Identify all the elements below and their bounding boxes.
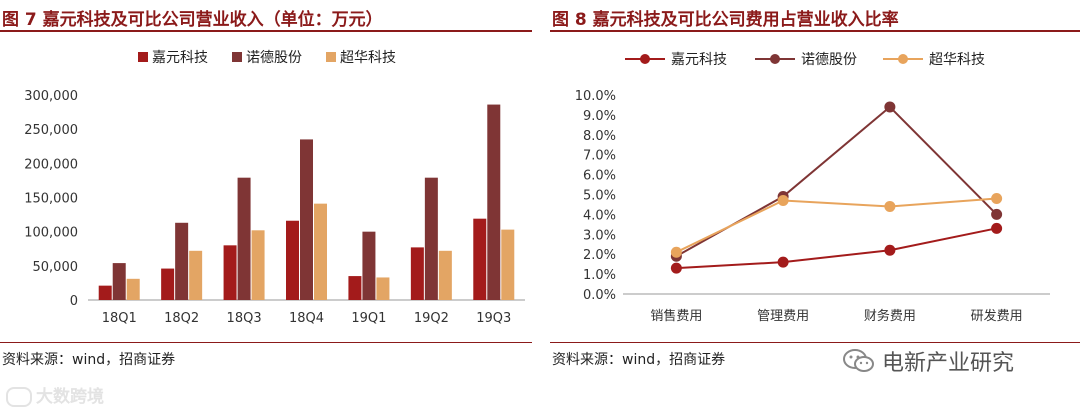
x-tick-label: 18Q2: [164, 311, 199, 326]
bar-嘉元科技-18Q3: [223, 245, 237, 300]
figure-7-bottom-rule: [0, 342, 532, 343]
legend-swatch-嘉元科技: [138, 52, 148, 62]
y-tick-label: 4.0%: [583, 208, 616, 223]
watermark-left-text: 大数跨境: [36, 387, 104, 407]
y-tick-label: 5.0%: [583, 189, 616, 204]
y-tick-label: 150,000: [24, 192, 78, 207]
y-tick-label: 10.0%: [575, 89, 616, 104]
legend-swatch-超华科技: [326, 52, 336, 62]
y-tick-label: 2.0%: [583, 248, 616, 263]
y-tick-label: 0: [70, 294, 78, 309]
point-嘉元科技-财务费用: [884, 244, 896, 256]
bar-超华科技-19Q3: [501, 229, 515, 300]
x-tick-label: 销售费用: [650, 308, 702, 324]
y-tick-label: 300,000: [24, 89, 78, 104]
bar-诺德股份-19Q3: [487, 104, 501, 300]
figure-7-title: 图 7 嘉元科技及可比公司营业收入（单位：万元）: [2, 10, 383, 30]
x-tick-label: 19Q1: [351, 311, 386, 326]
figure-8-top-rule: [550, 30, 1080, 32]
bar-诺德股份-18Q2: [175, 222, 189, 300]
y-tick-label: 250,000: [24, 123, 78, 138]
figure-7-source: 资料来源：wind，招商证券: [2, 352, 176, 368]
legend-label-嘉元科技: 嘉元科技: [152, 50, 208, 66]
legend-label-超华科技: 超华科技: [929, 52, 985, 68]
x-tick-label: 财务费用: [864, 308, 916, 324]
bar-诺德股份-19Q2: [424, 177, 438, 300]
legend-marker-超华科技: [898, 54, 908, 64]
bar-超华科技-18Q3: [251, 230, 265, 300]
x-tick-label: 18Q1: [102, 311, 137, 326]
bar-超华科技-19Q2: [438, 250, 452, 300]
bar-诺德股份-18Q1: [112, 263, 126, 300]
y-tick-label: 50,000: [33, 260, 79, 275]
wechat-icon: [843, 349, 874, 372]
point-嘉元科技-管理费用: [777, 256, 789, 268]
legend-marker-诺德股份: [770, 54, 780, 64]
x-tick-label: 19Q3: [476, 311, 511, 326]
legend-label-诺德股份: 诺德股份: [801, 52, 857, 68]
bar-诺德股份-18Q4: [300, 139, 313, 300]
point-诺德股份-财务费用: [884, 101, 896, 113]
series-line-嘉元科技: [676, 227, 997, 270]
legend-label-超华科技: 超华科技: [340, 50, 396, 66]
figure-8-source: 资料来源：wind，招商证券: [552, 352, 726, 368]
figure-8-title: 图 8 嘉元科技及可比公司费用占营业收入比率: [552, 10, 899, 30]
legend-swatch-诺德股份: [232, 52, 242, 62]
y-tick-label: 200,000: [24, 157, 78, 172]
y-tick-label: 100,000: [24, 226, 78, 241]
y-tick-label: 3.0%: [583, 228, 616, 243]
watermark-right: 电新产业研究: [842, 345, 1014, 377]
legend-label-诺德股份: 诺德股份: [246, 50, 302, 66]
figure-8-bottom-rule: [550, 342, 1080, 343]
bar-超华科技-19Q1: [376, 277, 390, 300]
point-超华科技-管理费用: [777, 194, 789, 206]
legend-marker-嘉元科技: [640, 54, 650, 64]
y-tick-label: 9.0%: [583, 109, 616, 124]
bar-嘉元科技-19Q3: [473, 218, 487, 300]
point-超华科技-财务费用: [884, 200, 896, 212]
point-超华科技-研发费用: [991, 192, 1003, 204]
y-tick-label: 0.0%: [583, 288, 616, 303]
watermark-left: 大数跨境: [6, 382, 104, 407]
bar-超华科技-18Q4: [314, 203, 327, 300]
point-超华科技-销售费用: [670, 246, 682, 258]
x-tick-label: 18Q4: [289, 311, 324, 326]
expense-ratio-line-chart: 嘉元科技 诺德股份 超华科技 0.0% 1.0% 2.0% 3.0% 4.0% 5.0% 6.0%…: [575, 52, 1050, 324]
series-line-超华科技: [675, 197, 997, 254]
point-嘉元科技-销售费用: [670, 262, 682, 274]
watermark-right-text: 电新产业研究: [882, 351, 1015, 376]
figure-7-top-rule: [0, 30, 532, 32]
revenue-bar-chart: 嘉元科技 诺德股份 超华科技 0 50,000 100,000 150,000 200,000…: [24, 50, 525, 326]
x-tick-label: 管理费用: [757, 309, 809, 324]
y-tick-label: 1.0%: [583, 268, 616, 283]
bar-嘉元科技-19Q2: [410, 247, 424, 300]
watermark-logo-icon: [6, 387, 32, 407]
bar-超华科技-18Q2: [189, 250, 203, 300]
x-tick-label: 19Q2: [414, 311, 449, 326]
series-line-诺德股份: [675, 105, 998, 258]
figure-8-panel: 图 8 嘉元科技及可比公司费用占营业收入比率 嘉元科技 诺德股份 超华科技 0.0% 1…: [550, 0, 1080, 412]
bar-诺德股份-19Q1: [362, 231, 376, 300]
bar-嘉元科技-19Q1: [348, 276, 362, 300]
point-诺德股份-研发费用: [991, 208, 1003, 220]
figure-7-panel: 图 7 嘉元科技及可比公司营业收入（单位：万元） 嘉元科技 诺德股份 超华科技 0 50…: [0, 0, 532, 412]
x-tick-label: 研发费用: [971, 308, 1023, 324]
legend-label-嘉元科技: 嘉元科技: [671, 52, 727, 68]
bar-嘉元科技-18Q1: [98, 285, 112, 300]
bar-超华科技-18Q1: [126, 278, 140, 300]
y-tick-label: 6.0%: [583, 169, 616, 184]
y-tick-label: 7.0%: [583, 149, 616, 164]
bar-嘉元科技-18Q4: [286, 220, 299, 300]
point-嘉元科技-研发费用: [991, 222, 1003, 234]
bar-嘉元科技-18Q2: [161, 268, 175, 300]
y-tick-label: 8.0%: [583, 129, 616, 144]
x-tick-label: 18Q3: [227, 311, 262, 326]
bar-诺德股份-18Q3: [237, 177, 251, 300]
